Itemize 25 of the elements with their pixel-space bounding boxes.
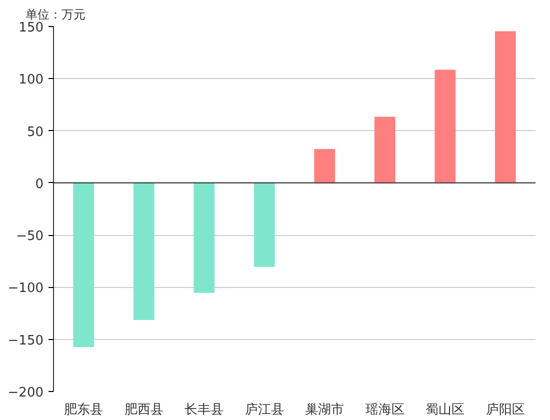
x-tick-label: 庐江县 — [244, 402, 284, 418]
y-axis-title: 单位：万元 — [26, 8, 86, 22]
x-tick-label: 肥东县 — [64, 402, 104, 418]
bar — [434, 70, 456, 184]
x-tick-label: 长丰县 — [184, 402, 224, 418]
x-tick-label: 肥西县 — [124, 402, 164, 418]
bar — [194, 182, 215, 293]
x-tick-label: 蜀山区 — [426, 402, 465, 418]
y-tick-label: −150 — [8, 333, 44, 348]
bar — [133, 182, 154, 320]
y-tick-label: −50 — [16, 229, 44, 244]
y-tick-label: 100 — [18, 72, 44, 88]
y-tick-label: −200 — [8, 386, 44, 400]
y-tick-label: 0 — [35, 176, 44, 192]
x-tick-label: 巢湖市 — [305, 402, 344, 418]
y-tick-label: 50 — [26, 124, 44, 140]
bar — [494, 31, 516, 184]
bar — [73, 182, 94, 348]
bar — [374, 116, 396, 184]
bar — [254, 182, 275, 267]
bar — [314, 149, 336, 184]
x-tick-label: 庐阳区 — [486, 402, 525, 418]
y-tick-label: −100 — [8, 281, 44, 296]
x-tick-label: 瑶海区 — [365, 402, 404, 418]
y-tick-label: 150 — [18, 20, 44, 36]
